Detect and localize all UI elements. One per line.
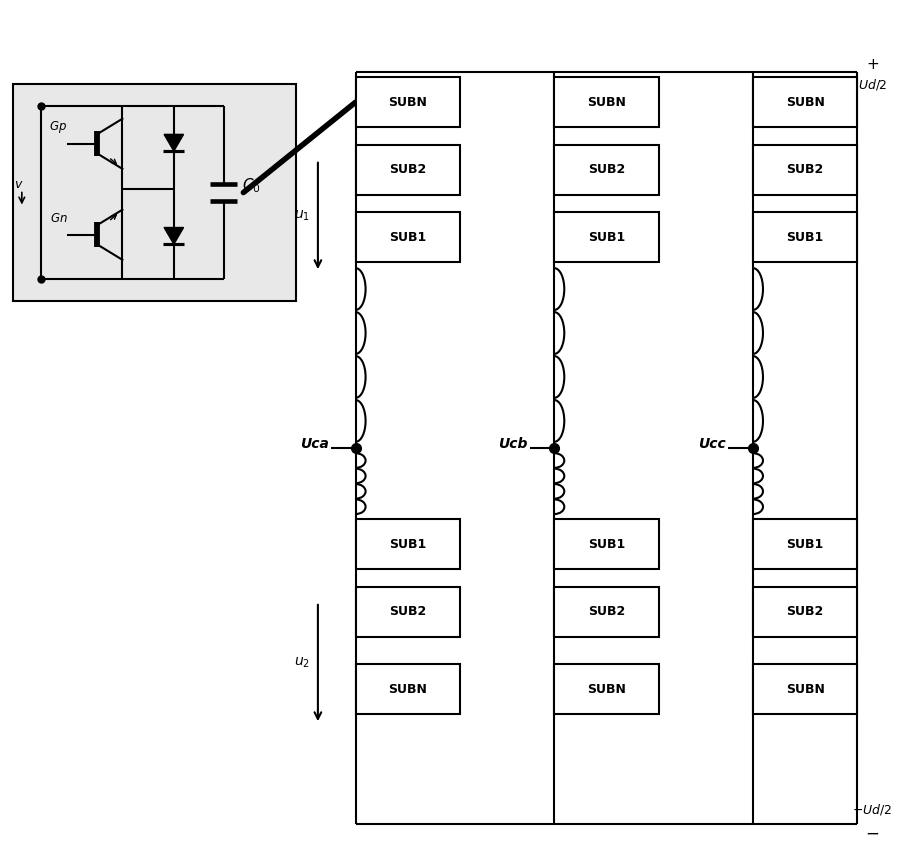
Bar <box>753 144 857 195</box>
Text: SUB2: SUB2 <box>786 163 824 176</box>
Text: Ucc: Ucc <box>699 437 726 451</box>
Bar <box>356 587 460 637</box>
Text: $v$: $v$ <box>14 178 24 191</box>
Bar <box>356 144 460 195</box>
Text: SUB1: SUB1 <box>786 231 824 244</box>
Text: $-$: $-$ <box>865 823 879 841</box>
Bar <box>753 664 857 714</box>
Bar <box>753 77 857 127</box>
Bar <box>356 77 460 127</box>
Text: SUB1: SUB1 <box>588 538 625 551</box>
Bar <box>356 519 460 569</box>
Bar <box>753 519 857 569</box>
Text: SUB2: SUB2 <box>389 605 427 618</box>
Polygon shape <box>164 134 184 151</box>
Text: $Gp$: $Gp$ <box>49 119 67 135</box>
Text: SUB2: SUB2 <box>786 605 824 618</box>
Text: SUB1: SUB1 <box>588 231 625 244</box>
Text: SUB2: SUB2 <box>389 163 427 176</box>
Text: SUBN: SUBN <box>389 96 428 109</box>
Text: $-Ud/2$: $-Ud/2$ <box>853 802 892 817</box>
Text: SUBN: SUBN <box>587 96 626 109</box>
Bar <box>356 664 460 714</box>
Text: SUB1: SUB1 <box>389 538 427 551</box>
Bar <box>13 85 296 301</box>
Bar <box>753 212 857 262</box>
Bar <box>356 212 460 262</box>
Text: SUB2: SUB2 <box>588 163 625 176</box>
Bar <box>554 212 659 262</box>
Bar <box>554 587 659 637</box>
Bar <box>554 664 659 714</box>
Text: $u_1$: $u_1$ <box>294 209 310 223</box>
Text: SUBN: SUBN <box>785 683 824 696</box>
Text: $Gn$: $Gn$ <box>49 211 67 225</box>
Bar <box>554 144 659 195</box>
Text: $Ud/2$: $Ud/2$ <box>857 77 887 91</box>
Text: SUB1: SUB1 <box>786 538 824 551</box>
Text: Ucb: Ucb <box>498 437 528 451</box>
Bar <box>753 587 857 637</box>
Text: SUBN: SUBN <box>785 96 824 109</box>
Bar <box>554 77 659 127</box>
Text: $C_0$: $C_0$ <box>242 176 261 195</box>
Text: SUBN: SUBN <box>587 683 626 696</box>
Text: +: + <box>866 57 879 72</box>
Text: Uca: Uca <box>300 437 329 451</box>
Text: SUBN: SUBN <box>389 683 428 696</box>
Text: SUB2: SUB2 <box>588 605 625 618</box>
Polygon shape <box>164 227 184 245</box>
Text: $u_2$: $u_2$ <box>294 656 310 670</box>
Text: SUB1: SUB1 <box>389 231 427 244</box>
Bar <box>554 519 659 569</box>
